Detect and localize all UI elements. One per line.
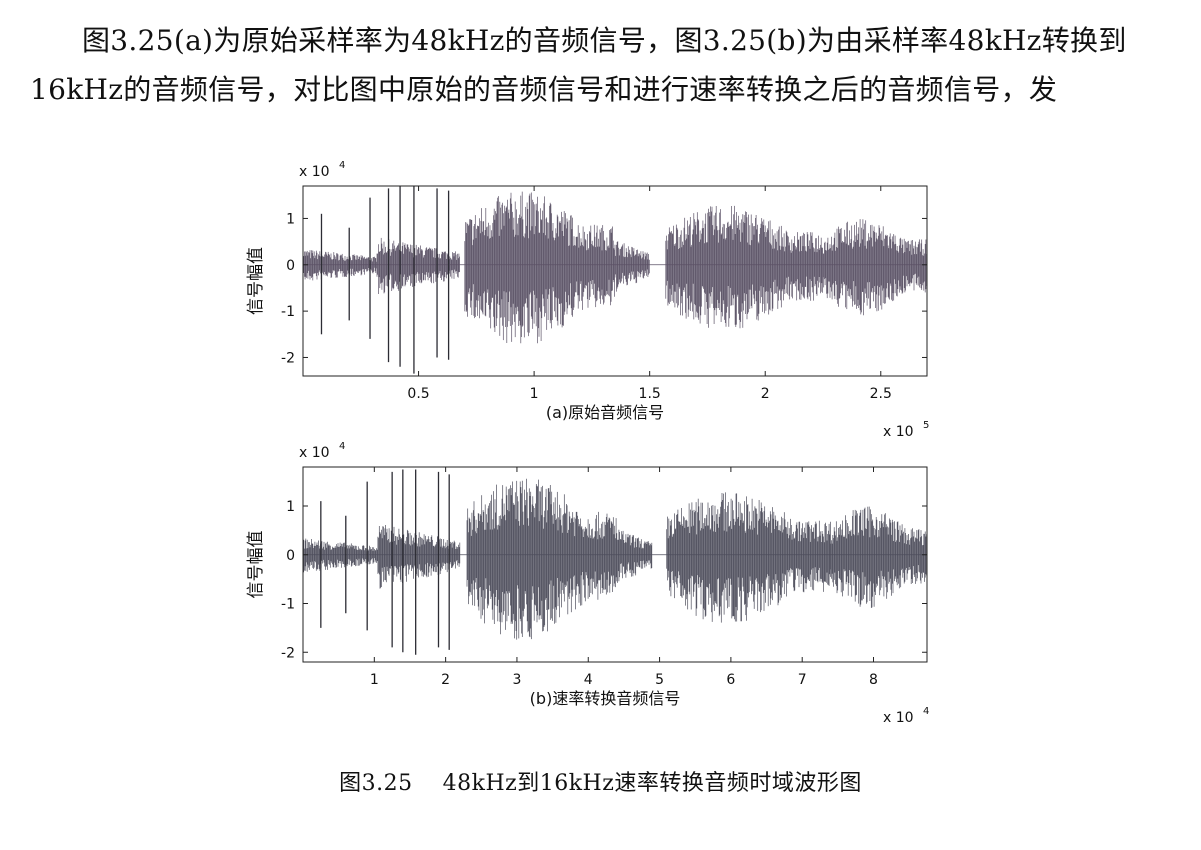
y-tick-label: 0: [286, 258, 295, 274]
y-tick-label: 0: [286, 548, 295, 564]
x-tick-label: 5: [655, 672, 664, 688]
y-axis-label: 信号幅值: [246, 531, 266, 599]
x-tick-label: 2: [441, 672, 450, 688]
x-axis-multiplier: x 10: [883, 424, 914, 440]
x-tick-label: 3: [512, 672, 521, 688]
figure-caption: 图3.25 48kHz到16kHz速率转换音频时域波形图: [0, 765, 1201, 797]
x-axis-exponent: 4: [923, 706, 929, 717]
body-paragraph: 图3.25(a)为原始采样率为48kHz的音频信号，图3.25(b)为由采样率4…: [30, 16, 1180, 114]
paragraph-line-1: 图3.25(a)为原始采样率为48kHz的音频信号，图3.25(b)为由采样率4…: [82, 24, 1127, 57]
waveform-segment: [614, 241, 650, 292]
waveform-segment: [464, 191, 615, 344]
x-axis-multiplier: x 10: [883, 710, 914, 726]
x-tick-label: 1: [370, 672, 379, 688]
x-tick-label: 8: [869, 672, 878, 688]
y-axis-exponent: 4: [339, 441, 345, 452]
y-tick-label: -2: [281, 645, 295, 661]
subplot-title: (a)原始音频信号: [546, 403, 664, 422]
y-tick-label: 1: [286, 211, 295, 227]
y-axis-multiplier: x 10: [299, 164, 330, 180]
waveform-segment: [302, 538, 378, 573]
y-tick-label: -2: [281, 350, 295, 366]
y-tick-label: 1: [286, 499, 295, 515]
x-tick-label: 6: [726, 672, 735, 688]
x-tick-label: 1: [530, 386, 539, 402]
x-tick-label: 0.5: [407, 386, 429, 402]
waveform-segment: [666, 492, 831, 623]
waveform-segment: [830, 506, 927, 608]
x-tick-label: 2.5: [870, 386, 892, 402]
waveform-segment: [616, 529, 653, 583]
waveform-segment: [377, 525, 461, 589]
waveform-segment: [822, 219, 927, 316]
figure-caption-text: 48kHz到16kHz速率转换音频时域波形图: [442, 771, 862, 796]
waveform-segment: [376, 237, 460, 294]
y-axis-exponent: 4: [339, 160, 345, 171]
y-axis-multiplier: x 10: [299, 445, 330, 461]
chart-2: 1 2 3 4 5 6 7 8 -2 -1 0 1 x 10 4 x 10 4 信号幅值 (b)速率转换音频信号: [246, 441, 929, 726]
plot-frame: [302, 466, 928, 663]
x-tick-label: 4: [584, 672, 593, 688]
y-tick-label: -1: [281, 597, 295, 613]
x-tick-label: 2: [761, 386, 770, 402]
y-axis-label: 信号幅值: [246, 247, 266, 315]
waveform-segment: [302, 250, 377, 282]
waveform-series: [302, 478, 927, 640]
subplot-title: (b)速率转换音频信号: [530, 689, 681, 708]
figure-caption-number: 图3.25: [339, 771, 413, 796]
y-tick-label: -1: [281, 304, 295, 320]
x-tick-label: 1.5: [639, 386, 661, 402]
waveform-series: [302, 191, 927, 344]
x-tick-label: 7: [798, 672, 807, 688]
waveform-segment: [466, 478, 617, 640]
x-axis-exponent: 5: [923, 420, 929, 431]
paragraph-line-2: 16kHz的音频信号，对比图中原始的音频信号和进行速率转换之后的音频信号，发: [30, 73, 1058, 106]
plot-frame: [302, 185, 928, 377]
waveform-figure: 0.5 1 1.5 2 2.5 -2 -1 0 1 x 10 4 x 10 5 信号幅值 (a)原始音频信号…: [225, 150, 945, 740]
waveform-segment: [665, 205, 823, 329]
chart-1: 0.5 1 1.5 2 2.5 -2 -1 0 1 x 10 4 x 10 5 信号幅值 (a)原始音频信号: [246, 160, 929, 440]
waveform-figure-svg: 0.5 1 1.5 2 2.5 -2 -1 0 1 x 10 4 x 10 5 信号幅值 (a)原始音频信号…: [246, 160, 929, 726]
